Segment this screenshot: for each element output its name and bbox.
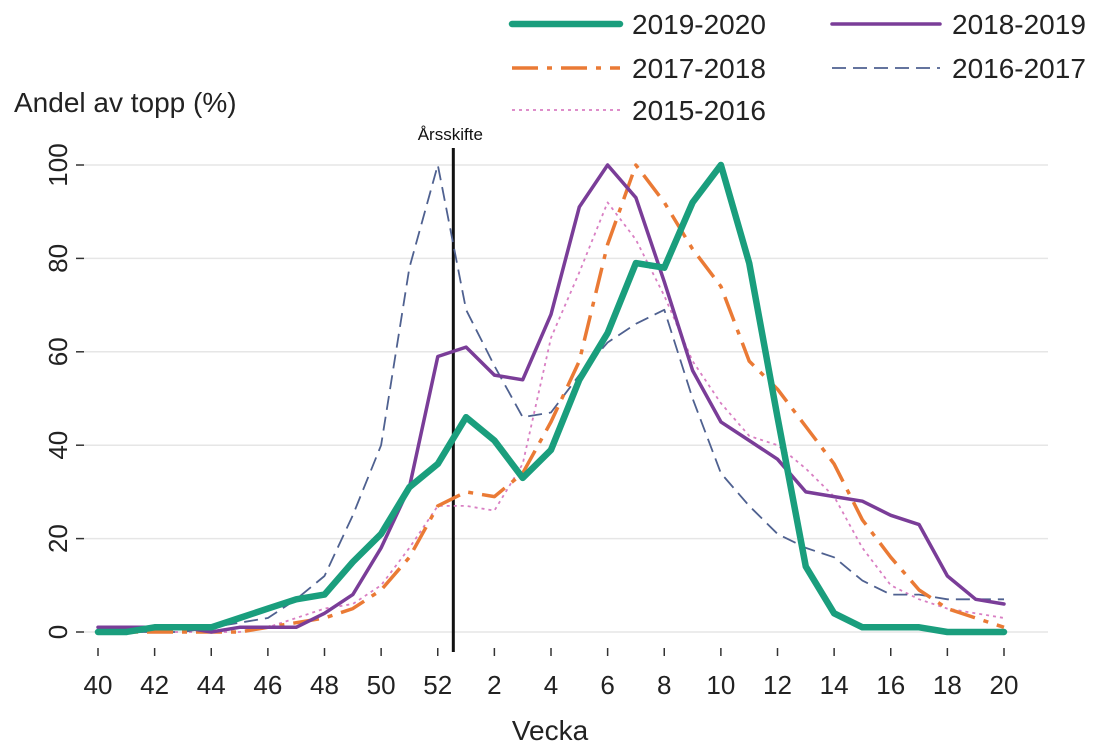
x-tick-label-8: 8: [657, 670, 671, 700]
y-axis-title: Andel av topp (%): [14, 87, 237, 118]
legend-label-2016-2017: 2016-2017: [952, 53, 1086, 84]
x-tick-label-40: 40: [84, 670, 113, 700]
x-tick-label-50: 50: [367, 670, 396, 700]
legend-label-2015-2016: 2015-2016: [632, 95, 766, 126]
y-tick-label-80: 80: [43, 244, 73, 273]
x-tick-label-14: 14: [820, 670, 849, 700]
series-line-2017-2018: [98, 163, 1005, 634]
legend-label-2018-2019: 2018-2019: [952, 9, 1086, 40]
series-line-2015-2016: [98, 201, 1005, 633]
x-tick-label-12: 12: [763, 670, 792, 700]
y-tick-label-40: 40: [43, 431, 73, 460]
y-tick-label-20: 20: [43, 524, 73, 553]
x-tick-label-48: 48: [310, 670, 339, 700]
y-tick-label-0: 0: [43, 625, 73, 639]
series-line-2019-2020: [94, 161, 1008, 636]
grid-lines: [84, 164, 1048, 633]
x-tick-label-18: 18: [933, 670, 962, 700]
y-tick-label-100: 100: [43, 143, 73, 186]
x-tick-label-42: 42: [140, 670, 169, 700]
x-tick-label-52: 52: [423, 670, 452, 700]
x-tick-label-20: 20: [990, 670, 1019, 700]
y-tick-label-60: 60: [43, 337, 73, 366]
x-tick-label-4: 4: [544, 670, 558, 700]
series-line-2018-2019: [96, 163, 1006, 634]
y-axis-ticks: 0 20 40 60 80 100: [43, 143, 84, 639]
year-change-annotation: Årsskifte: [418, 125, 483, 652]
x-tick-label-10: 10: [706, 670, 735, 700]
legend-label-2017-2018: 2017-2018: [632, 53, 766, 84]
series-lines: [94, 161, 1008, 636]
x-tick-label-46: 46: [253, 670, 282, 700]
x-tick-label-16: 16: [876, 670, 905, 700]
x-tick-label-44: 44: [197, 670, 226, 700]
x-axis-title: Vecka: [512, 715, 589, 746]
x-tick-label-6: 6: [600, 670, 614, 700]
year-change-label: Årsskifte: [418, 125, 483, 144]
legend: 2019-2020 2018-2019 2017-2018 2016-2017 2015…: [508, 9, 1086, 126]
x-axis-ticks: 40 42 44 46 48 50 52 2 4 6 8 10 12 14 16 18 20: [84, 648, 1019, 700]
series-line-2016-2017: [98, 164, 1004, 633]
x-tick-label-2: 2: [487, 670, 501, 700]
legend-label-2019-2020: 2019-2020: [632, 9, 766, 40]
